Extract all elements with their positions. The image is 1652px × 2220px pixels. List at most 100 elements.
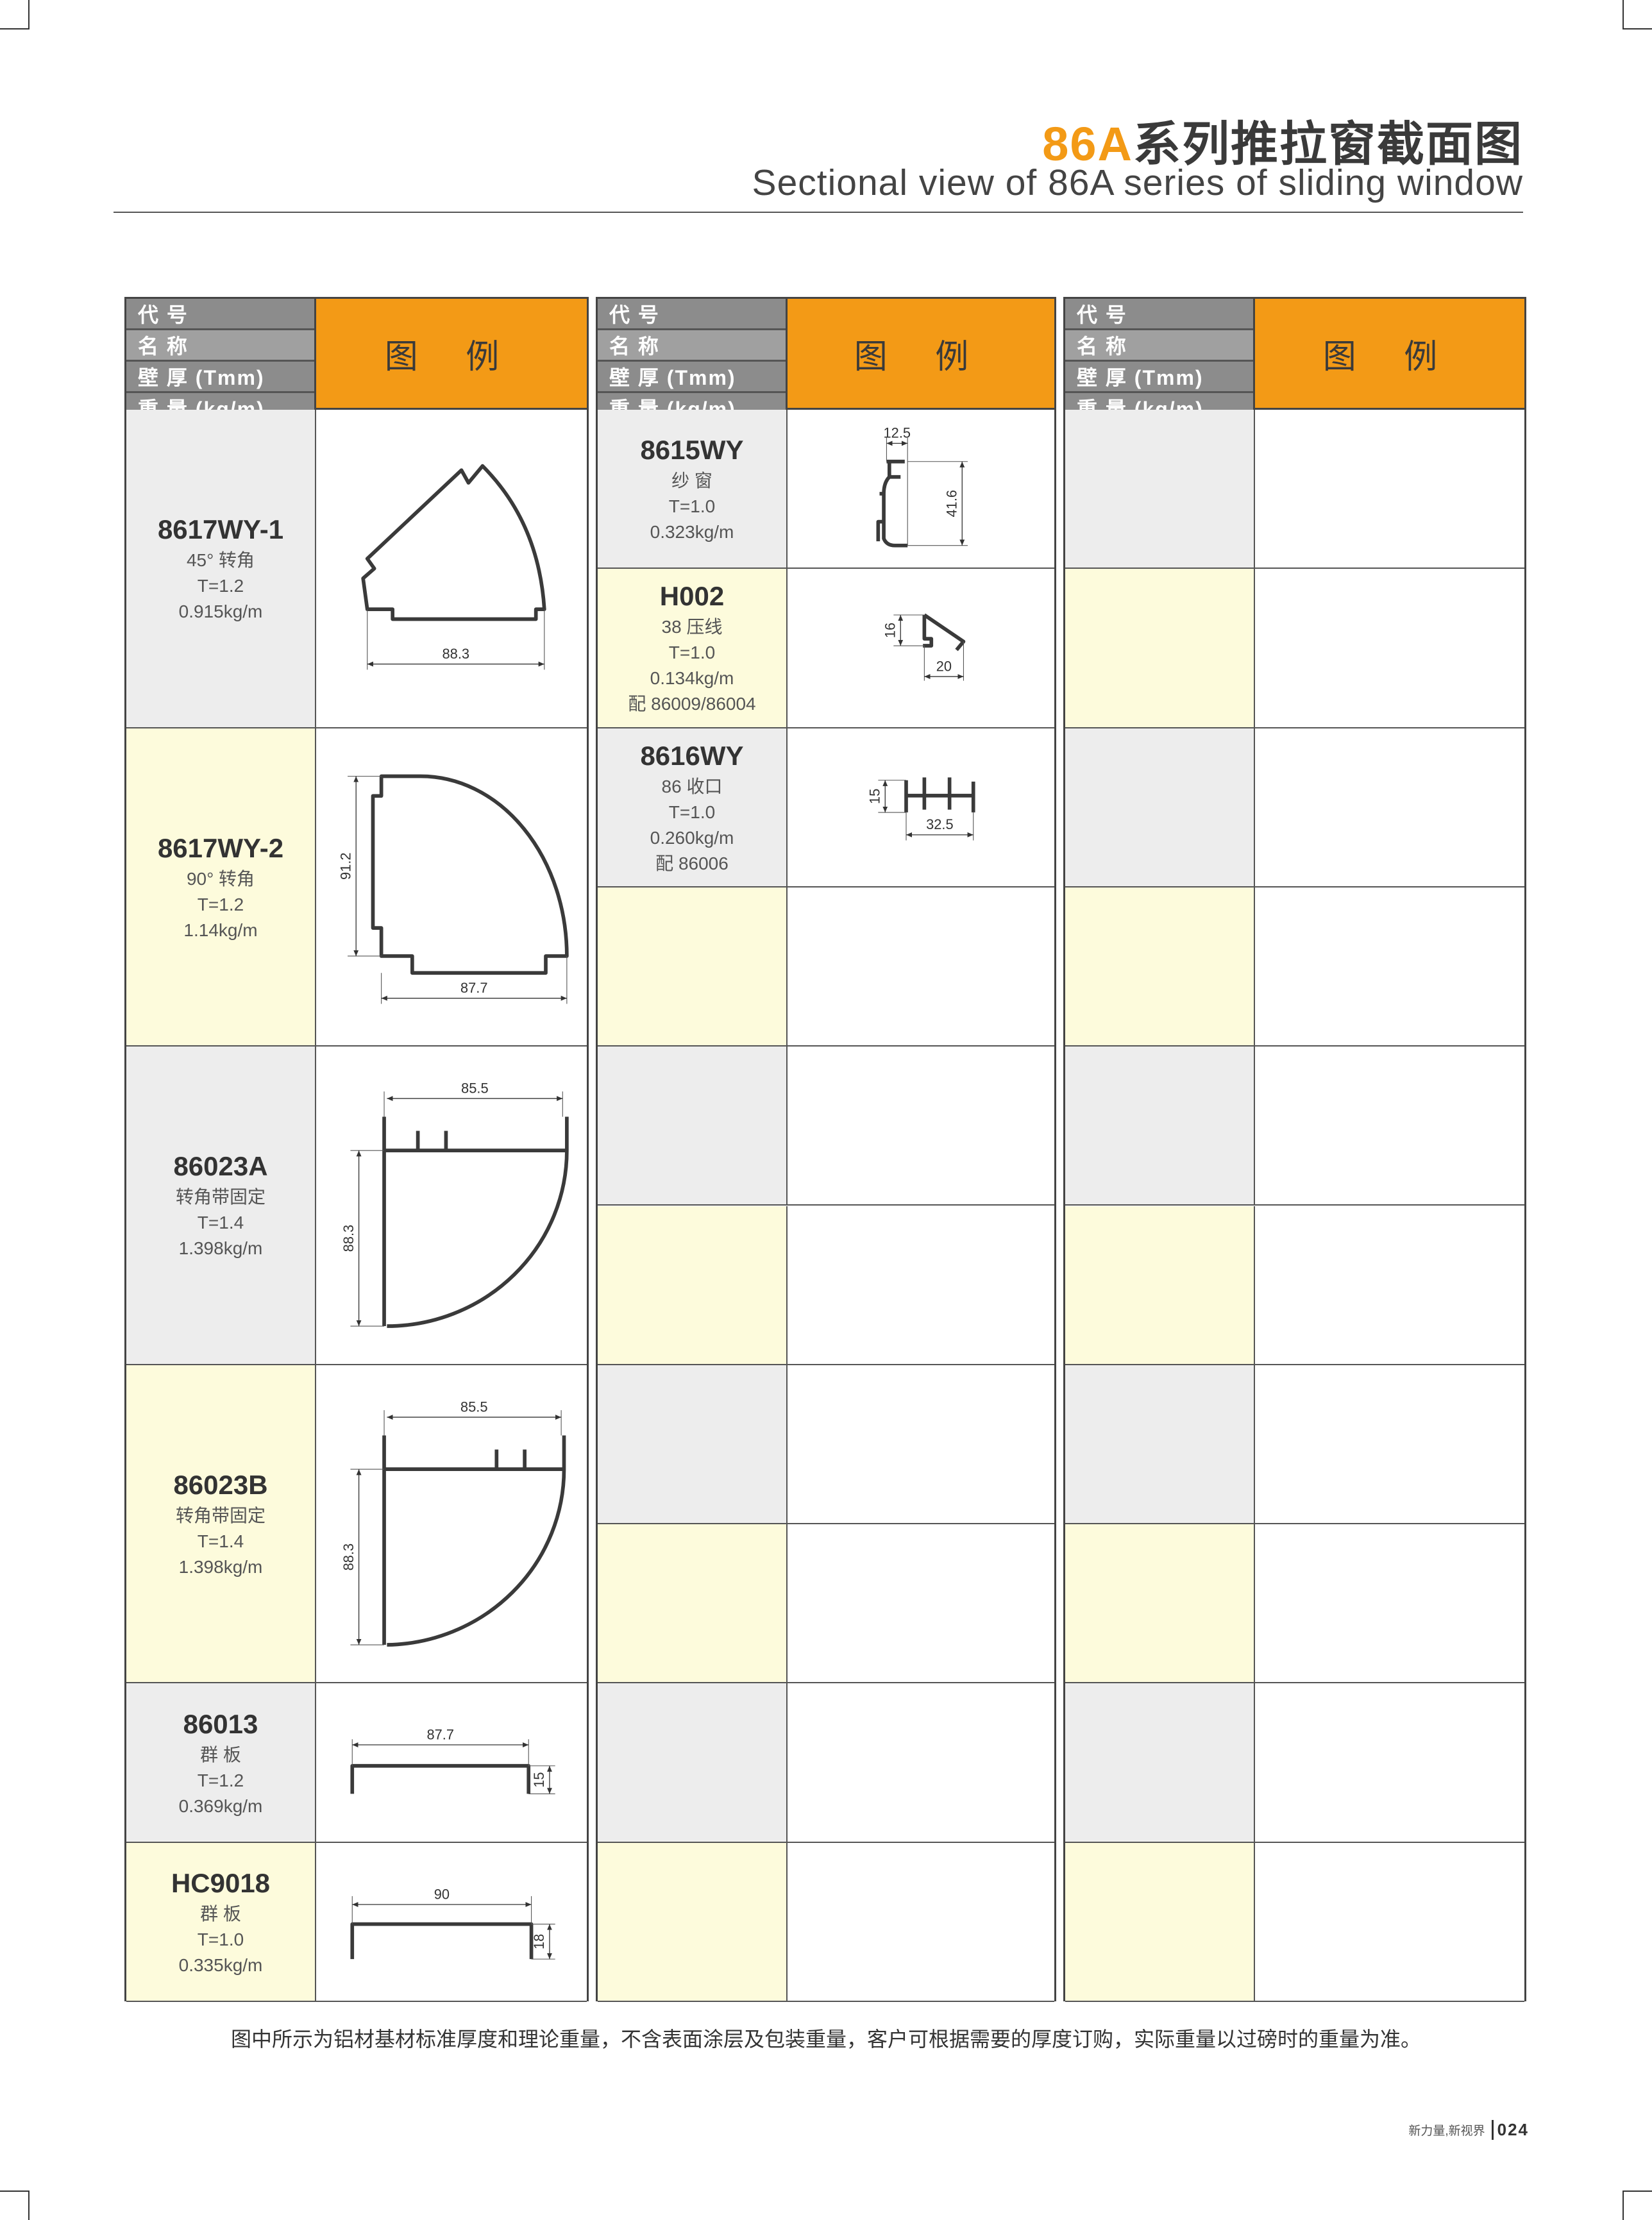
profile-detail: 1.398kg/m xyxy=(178,1557,263,1577)
profile-detail: T=1.2 xyxy=(197,576,244,596)
profile-figure-cell xyxy=(1255,569,1524,728)
dimension-label: 15 xyxy=(867,788,883,803)
header-label: 代 号 xyxy=(598,299,786,330)
profile-info-cell: 8617WY-2 90° 转角 T=1.2 1.14kg/m xyxy=(126,728,316,1047)
profile-info-cell xyxy=(598,1524,788,1684)
header-label: 壁 厚 (Tmm) xyxy=(1065,362,1253,393)
profile-figure-cell xyxy=(1255,1206,1524,1365)
profile-table-column-1: 代 号名 称壁 厚 (Tmm) 重 量 (kg/m) 图 例 8617WY-1 45° … xyxy=(124,297,589,2002)
profile-info-cell: 86013 群 板 T=1.2 0.369kg/m xyxy=(126,1683,316,1843)
profile-figure-cell: 90 18 xyxy=(316,1842,587,2002)
header-label: 壁 厚 (Tmm) xyxy=(126,362,314,393)
profile-figure-cell xyxy=(788,1683,1054,1843)
profile-detail: 0.335kg/m xyxy=(178,1955,263,1975)
header-label: 名 称 xyxy=(126,330,314,362)
profile-info-cell: 86023B 转角带固定 T=1.4 1.398kg/m xyxy=(126,1365,316,1684)
profile-figure-cell xyxy=(788,887,1054,1047)
title-divider xyxy=(114,212,1523,213)
dimension-label: 88.3 xyxy=(341,1543,357,1571)
profile-figure-cell: 85.5 88.3 xyxy=(316,1365,587,1684)
header-labels: 代 号名 称壁 厚 (Tmm) 重 量 (kg/m) xyxy=(1065,299,1255,423)
profile-detail: T=1.2 xyxy=(197,1770,244,1790)
profile-detail: T=1.4 xyxy=(197,1531,244,1552)
profile-detail: T=1.0 xyxy=(197,1929,244,1949)
dimension-label: 90 xyxy=(434,1886,450,1902)
profile-section-drawing: 87.7 15 xyxy=(350,1727,555,1795)
profile-info-cell xyxy=(1065,887,1255,1047)
profile-info-cell xyxy=(1065,1842,1255,2002)
profile-section-drawing: 85.5 88.3 xyxy=(341,1080,569,1329)
header-label: 名 称 xyxy=(1065,330,1253,362)
profile-info-cell xyxy=(1065,1683,1255,1843)
profile-figure-cell xyxy=(788,1206,1054,1365)
profile-figure-cell xyxy=(1255,1683,1524,1843)
table-header: 代 号名 称壁 厚 (Tmm) 重 量 (kg/m) 图 例 xyxy=(1065,299,1524,423)
profile-detail: 转角带固定 xyxy=(175,1506,266,1526)
profile-figure-cell xyxy=(1255,887,1524,1047)
profile-code: 86023B xyxy=(173,1470,268,1501)
profile-figure-cell: 16 20 xyxy=(788,569,1054,728)
profile-detail: 45° 转角 xyxy=(186,550,255,571)
footer-note: 图中所示为铝材基材标准厚度和理论重量，不含表面涂层及包装重量，客户可根据需要的厚… xyxy=(230,2028,1421,2051)
profile-figure-cell xyxy=(788,1365,1054,1525)
profile-info-cell xyxy=(1065,1524,1255,1684)
profile-detail: 38 压线 xyxy=(661,617,723,637)
profile-figure-cell: 87.7 15 xyxy=(316,1683,587,1843)
profile-detail: 配 86009/86004 xyxy=(628,694,756,714)
dimension-label: 91.2 xyxy=(337,852,353,880)
dimension-label: 12.5 xyxy=(884,425,911,441)
header-labels: 代 号名 称壁 厚 (Tmm) 重 量 (kg/m) xyxy=(598,299,788,423)
slogan: 新力量,新视界 xyxy=(1408,2124,1485,2138)
crop-mark-top-right xyxy=(1622,0,1652,29)
profile-figure-cell xyxy=(788,1524,1054,1684)
profile-section-drawing: 88.3 xyxy=(361,464,546,670)
profile-figure-cell xyxy=(788,1842,1054,2002)
profile-detail: T=1.0 xyxy=(668,643,716,663)
profile-figure-cell xyxy=(1255,1365,1524,1525)
profile-detail: 86 收口 xyxy=(661,776,723,796)
table-header: 代 号名 称壁 厚 (Tmm) 重 量 (kg/m) 图 例 xyxy=(598,299,1054,423)
profile-info-cell xyxy=(598,1206,788,1365)
dimension-label: 15 xyxy=(531,1772,547,1788)
profile-info-cell xyxy=(598,1683,788,1843)
dimension-label: 87.7 xyxy=(427,1727,454,1743)
profile-info-cell: 8617WY-1 45° 转角 T=1.2 0.915kg/m xyxy=(126,410,316,728)
profile-figure-cell xyxy=(1255,1047,1524,1206)
profile-code: 8617WY-1 xyxy=(157,514,284,545)
table-header: 代 号名 称壁 厚 (Tmm) 重 量 (kg/m) 图 例 xyxy=(126,299,587,423)
profile-code: HC9018 xyxy=(171,1867,271,1898)
profile-info-cell: 86023A 转角带固定 T=1.4 1.398kg/m xyxy=(126,1047,316,1365)
page-title: 86A系列推拉窗截面图 xyxy=(1042,106,1523,174)
profile-detail: 0.915kg/m xyxy=(178,601,263,622)
profile-info-cell xyxy=(598,1842,788,2002)
profile-info-cell xyxy=(598,887,788,1047)
page-footer: 新力量,新视界 024 xyxy=(1408,2120,1529,2140)
profile-info-cell xyxy=(1065,728,1255,887)
header-label: 名 称 xyxy=(598,330,786,362)
profile-figure-cell: 91.2 87.7 xyxy=(316,728,587,1047)
profile-section-drawing: 91.2 87.7 xyxy=(337,774,569,1004)
profile-table-column-3: 代 号名 称壁 厚 (Tmm) 重 量 (kg/m) 图 例 xyxy=(1063,297,1526,2002)
profile-detail: 配 86006 xyxy=(655,853,729,873)
profile-table-column-2: 代 号名 称壁 厚 (Tmm) 重 量 (kg/m) 图 例 8615WY 纱 窗 T=1… xyxy=(596,297,1056,2002)
profile-info-cell xyxy=(1065,1047,1255,1206)
crop-mark-bottom-right xyxy=(1622,2191,1652,2220)
profile-detail: 群 板 xyxy=(200,1744,241,1765)
profile-detail: T=1.4 xyxy=(197,1213,244,1233)
profile-detail: 纱 窗 xyxy=(671,471,712,491)
profile-detail: 0.369kg/m xyxy=(178,1795,263,1816)
profile-code: H002 xyxy=(659,581,725,612)
profile-figure-cell: 15 32.5 xyxy=(788,728,1054,887)
header-label: 代 号 xyxy=(1065,299,1253,330)
profile-detail: 转角带固定 xyxy=(175,1187,266,1207)
title-accent: 86A xyxy=(1042,117,1133,171)
profile-info-cell: 8615WY 纱 窗 T=1.0 0.323kg/m xyxy=(598,410,788,569)
dimension-label: 85.5 xyxy=(461,1080,489,1096)
profile-info-cell: H002 38 压线 T=1.0 0.134kg/m 配 86009/86004 xyxy=(598,569,788,728)
profile-detail: T=1.0 xyxy=(668,496,716,517)
profile-info-cell xyxy=(1065,569,1255,728)
profile-figure-cell xyxy=(1255,728,1524,887)
profile-figure-cell xyxy=(1255,410,1524,569)
profile-figure-cell xyxy=(788,1047,1054,1206)
